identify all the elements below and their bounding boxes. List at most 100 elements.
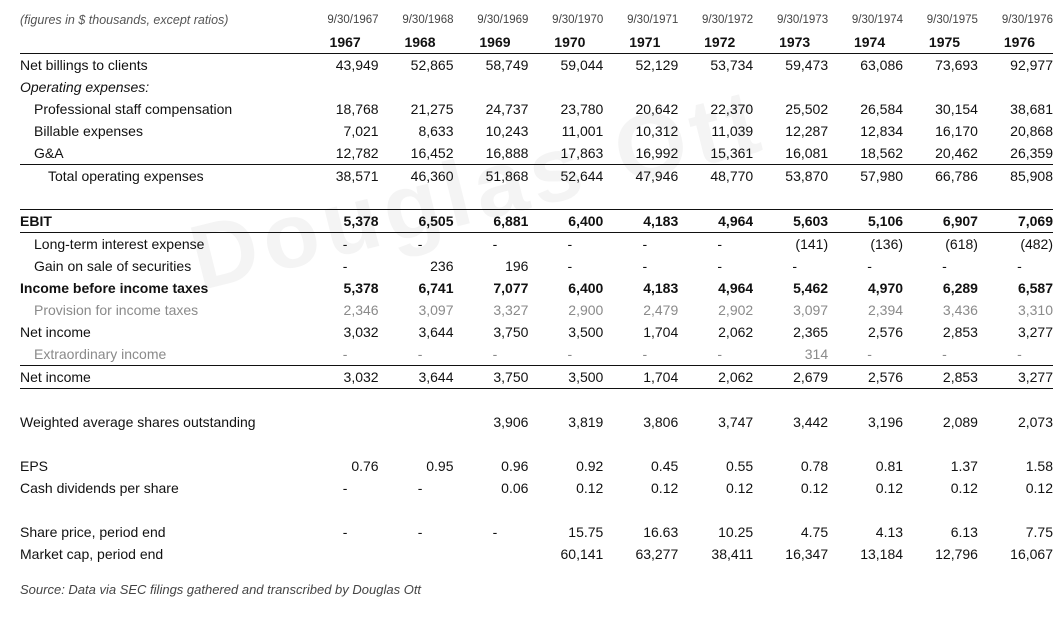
cell-value [454,543,529,565]
cell-value: 17,863 [528,142,604,165]
cell-value: 1.58 [1025,458,1053,474]
cell-value [304,76,379,98]
cell-value: - [642,258,648,274]
cell-value [303,187,379,210]
cell-value: 3,644 [418,324,454,340]
cell-value [753,187,829,210]
cell-value [453,187,529,210]
ga-row: G&A 12,782 16,452 16,888 17,863 16,992 15,361 1… [20,142,1053,165]
row-label [20,499,304,521]
period-date: 9/30/1969 [477,14,529,26]
dividends-row: Cash dividends per share - - 0.06 0.12 0.12 0.… [20,477,1053,499]
cell-value: 12,834 [860,123,904,139]
row-label: Weighted average shares outstanding [20,414,256,430]
cell-value [678,187,754,210]
cell-value: 314 [753,343,829,366]
cell-value: 0.92 [576,458,604,474]
cell-value: 12,782 [303,142,379,165]
cell-value: 12,287 [785,123,829,139]
cell-value: - [342,236,348,252]
cell-value: 3,906 [493,414,529,430]
cell-value: 20,868 [1010,123,1053,139]
cell-value: 3,097 [418,302,454,318]
cell-value: 196 [505,258,529,274]
cell-value: 2,479 [643,302,679,318]
cell-value [379,411,454,433]
cell-value [978,499,1053,521]
cell-value: 6,907 [903,209,978,233]
cell-value: 22,370 [710,101,754,117]
cell-value [903,187,978,210]
cell-value: 16,081 [753,142,829,165]
cell-value [528,433,603,455]
cell-value [304,543,379,565]
cell-value: 2,576 [867,324,904,340]
period-date: 9/30/1973 [776,14,829,26]
cell-value: (482) [1020,236,1053,252]
row-label: Net income [20,365,304,389]
units-note: (figures in $ thousands, except ratios) [20,13,229,27]
cell-value [903,76,978,98]
cell-value [454,76,529,98]
cell-value: 4,183 [603,209,679,233]
cell-value [678,499,753,521]
cell-value: 13,184 [860,546,904,562]
cell-value: - [977,343,1053,366]
cell-value: 6,400 [568,280,604,296]
cell-value: - [717,258,723,274]
cell-value: 48,770 [710,168,754,184]
staff-compensation-row: Professional staff compensation 18,768 21,… [20,98,1053,120]
cell-value [828,389,903,412]
cell-value: 2,853 [903,365,978,389]
cell-value: 3,032 [303,365,379,389]
cell-value: 53,870 [785,168,829,184]
cell-value [828,499,903,521]
cell-value: 10,312 [635,123,679,139]
cell-value: 66,786 [935,168,978,184]
cell-value: 2,900 [568,302,604,318]
source-note: Source: Data via SEC filings gathered an… [20,582,422,597]
cell-value: 3,806 [643,414,679,430]
cell-value: 18,768 [335,101,379,117]
cell-value: - [417,236,423,252]
cell-value: 4,970 [867,280,904,296]
period-date: 9/30/1976 [1001,14,1053,26]
cell-value: 1.37 [950,458,978,474]
cell-value: 18,562 [828,142,904,165]
cell-value: 4,183 [643,280,679,296]
row-label: Share price, period end [20,524,166,540]
cell-value [678,76,753,98]
total-operating-expenses-row: Total operating expenses 38,571 46,360 51,8… [20,165,1053,188]
cell-value: 5,378 [343,280,379,296]
cell-value: - [1017,258,1022,274]
date-header-row: (figures in $ thousands, except ratios) … [20,9,1053,31]
cell-value: 6,400 [528,209,604,233]
cell-value: - [642,236,648,252]
row-label: Total operating expenses [48,168,204,184]
cell-value [978,433,1053,455]
cell-value [603,499,678,521]
cell-value: 0.12 [576,480,604,496]
year-label: 1971 [629,34,661,50]
market-cap-row: Market cap, period end 60,141 63,277 38,411… [20,543,1053,565]
net-income-row: Net income 3,032 3,644 3,750 3,500 1,704 2,062… [20,321,1053,343]
cell-value: 3,747 [718,414,754,430]
cell-value: 5,603 [753,209,829,233]
cell-value: 0.76 [351,458,379,474]
cell-value: 0.12 [800,480,829,496]
cell-value: - [492,524,498,540]
interest-expense-row: Long-term interest expense - - - - - - (141) (13… [20,233,1053,256]
period-date: 9/30/1974 [851,14,904,26]
cell-value: 3,750 [453,365,529,389]
year-label: 1974 [853,34,886,50]
cell-value [603,187,679,210]
cell-value [454,389,529,412]
cell-value: 3,436 [942,302,978,318]
cell-value: 26,359 [977,142,1053,165]
cell-value: 3,500 [528,365,604,389]
cell-value: - [567,236,573,252]
cell-value: 59,473 [753,53,829,76]
cell-value [528,76,603,98]
cell-value: 3,310 [1017,302,1053,318]
cell-value: 7,021 [343,123,379,139]
